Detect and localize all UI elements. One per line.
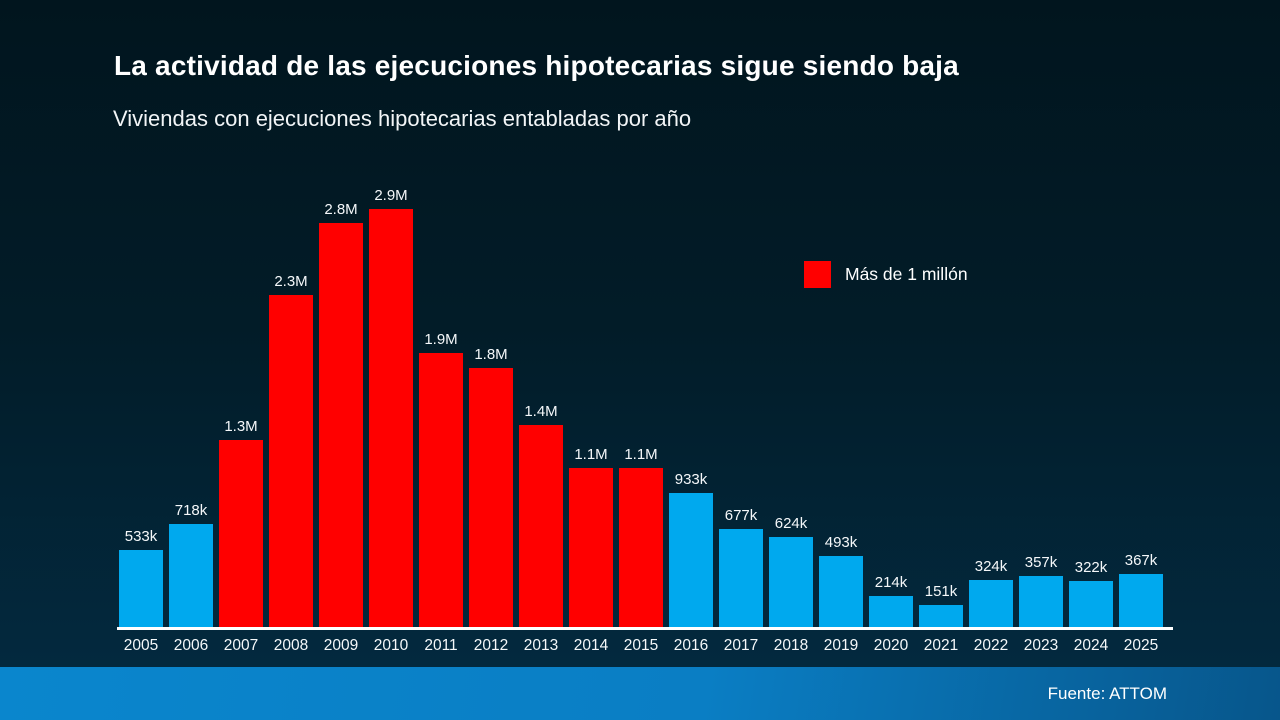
bar-value-label-2023: 357k <box>1024 554 1058 571</box>
x-tick-2018: 2018 <box>773 637 809 654</box>
x-tick-2007: 2007 <box>223 637 259 654</box>
legend-swatch-red <box>804 261 831 288</box>
slide-subtitle: Viviendas con ejecuciones hipotecarias e… <box>113 106 692 131</box>
x-tick-2008: 2008 <box>273 637 309 654</box>
bar-2019 <box>819 556 863 627</box>
bar-slot-2019: 493k <box>819 534 863 627</box>
bar-2013 <box>519 425 563 627</box>
bar-value-label-2012: 1.8M <box>474 346 508 363</box>
bar-2010 <box>369 209 413 627</box>
bar-slot-2014: 1.1M <box>569 446 613 627</box>
bar-2025 <box>1119 574 1163 627</box>
x-tick-2010: 2010 <box>373 637 409 654</box>
bar-2012 <box>469 368 513 627</box>
slide-title: La actividad de las ejecuciones hipoteca… <box>114 50 959 81</box>
x-tick-2020: 2020 <box>873 637 909 654</box>
bar-value-label-2005: 533k <box>124 528 158 545</box>
bar-value-label-2008: 2.3M <box>274 273 308 290</box>
x-tick-2025: 2025 <box>1123 637 1159 654</box>
bar-value-label-2006: 718k <box>174 502 208 519</box>
bar-slot-2011: 1.9M <box>419 331 463 627</box>
bar-value-label-2019: 493k <box>824 534 858 551</box>
bar-2016 <box>669 493 713 627</box>
bar-slot-2009: 2.8M <box>319 201 363 627</box>
bar-2007 <box>219 440 263 627</box>
bar-slot-2023: 357k <box>1019 554 1063 627</box>
x-tick-2005: 2005 <box>123 637 159 654</box>
legend: Más de 1 millón <box>804 261 968 288</box>
bar-slot-2007: 1.3M <box>219 418 263 627</box>
bar-slot-2024: 322k <box>1069 559 1113 627</box>
x-tick-2011: 2011 <box>424 637 458 654</box>
bar-value-label-2010: 2.9M <box>374 187 408 204</box>
bar-slot-2008: 2.3M <box>269 273 313 627</box>
x-tick-2009: 2009 <box>323 637 359 654</box>
bar-slot-2016: 933k <box>669 471 713 627</box>
footer-bar: Fuente: ATTOM <box>0 667 1280 720</box>
x-tick-2006: 2006 <box>173 637 209 654</box>
x-tick-2012: 2012 <box>473 637 509 654</box>
bar-slot-2012: 1.8M <box>469 346 513 627</box>
bar-2024 <box>1069 581 1113 627</box>
bar-value-label-2016: 933k <box>674 471 708 488</box>
bar-slot-2013: 1.4M <box>519 403 563 627</box>
bar-value-label-2024: 322k <box>1074 559 1108 576</box>
bar-value-label-2018: 624k <box>774 515 808 532</box>
bar-2022 <box>969 580 1013 627</box>
bar-2008 <box>269 295 313 627</box>
source-attribution: Fuente: ATTOM <box>1047 683 1167 703</box>
bar-2011 <box>419 353 463 627</box>
bars-row: 533k 718k 1.3M 2.3M 2.8M 2.9M 1.9M 1.8M 1.4M 1.1M… <box>119 187 1163 627</box>
x-tick-2014: 2014 <box>573 637 609 654</box>
bar-slot-2006: 718k <box>169 502 213 627</box>
bar-slot-2015: 1.1M <box>619 446 663 627</box>
bar-2020 <box>869 596 913 627</box>
bar-slot-2005: 533k <box>119 528 163 627</box>
bar-value-label-2013: 1.4M <box>524 403 558 420</box>
bar-value-label-2025: 367k <box>1124 552 1158 569</box>
x-tick-2013: 2013 <box>523 637 559 654</box>
bar-slot-2022: 324k <box>969 558 1013 627</box>
bar-value-label-2020: 214k <box>874 574 908 591</box>
bar-2023 <box>1019 576 1063 627</box>
bar-slot-2017: 677k <box>719 507 763 627</box>
bar-value-label-2011: 1.9M <box>424 331 458 348</box>
bar-value-label-2009: 2.8M <box>324 201 358 218</box>
bar-value-label-2021: 151k <box>924 583 958 600</box>
x-tick-2022: 2022 <box>973 637 1009 654</box>
x-axis-ticks: 2005 2006 2007 2008 2009 2010 2011 2012 2013 2014… <box>119 637 1163 655</box>
bar-slot-2020: 214k <box>869 574 913 627</box>
bar-2017 <box>719 529 763 627</box>
bar-2005 <box>119 550 163 627</box>
bar-slot-2010: 2.9M <box>369 187 413 627</box>
bar-2014 <box>569 468 613 627</box>
bar-value-label-2022: 324k <box>974 558 1008 575</box>
bar-2006 <box>169 524 213 627</box>
bar-slot-2018: 624k <box>769 515 813 627</box>
x-axis-line <box>117 627 1173 630</box>
bar-2009 <box>319 223 363 627</box>
bar-value-label-2014: 1.1M <box>574 446 608 463</box>
bar-2021 <box>919 605 963 627</box>
x-tick-2015: 2015 <box>623 637 659 654</box>
x-tick-2024: 2024 <box>1073 637 1109 654</box>
x-tick-2017: 2017 <box>723 637 759 654</box>
bar-value-label-2007: 1.3M <box>224 418 258 435</box>
legend-label: Más de 1 millón <box>845 264 968 284</box>
bar-2018 <box>769 537 813 627</box>
x-tick-2021: 2021 <box>923 637 959 654</box>
x-tick-2016: 2016 <box>673 637 709 654</box>
x-tick-2019: 2019 <box>823 637 859 654</box>
bar-slot-2021: 151k <box>919 583 963 627</box>
bar-value-label-2015: 1.1M <box>624 446 658 463</box>
bar-slot-2025: 367k <box>1119 552 1163 627</box>
bar-2015 <box>619 468 663 627</box>
bar-value-label-2017: 677k <box>724 507 758 524</box>
x-tick-2023: 2023 <box>1023 637 1059 654</box>
